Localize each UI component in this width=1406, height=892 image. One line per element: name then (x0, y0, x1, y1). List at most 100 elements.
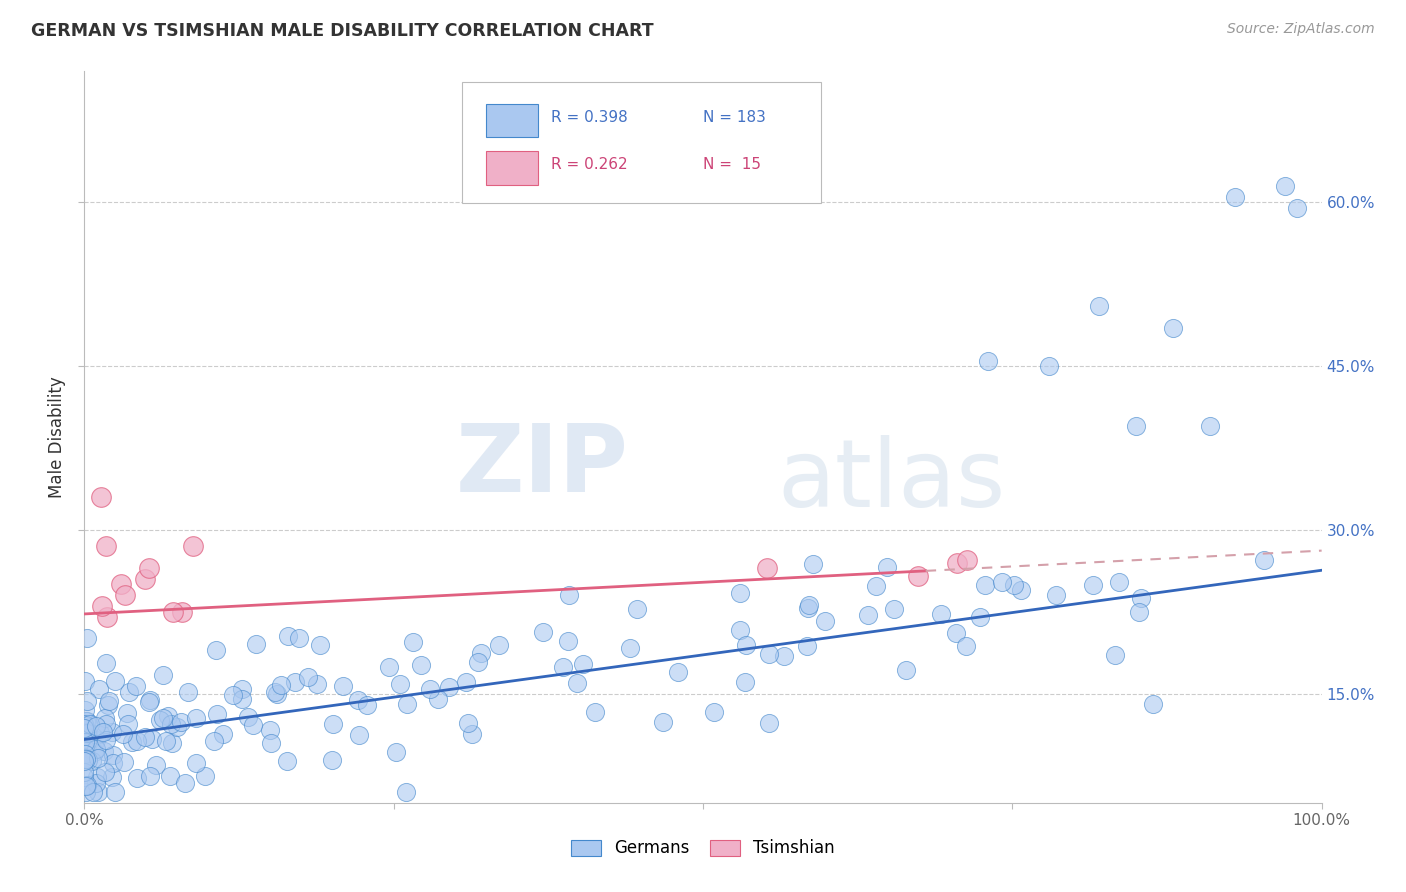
Point (174, 776, 197, 790)
Point (651, 715, 673, 730)
Text: atlas: atlas (778, 435, 1005, 527)
Point (101, 724, 124, 739)
Point (883, 601, 905, 615)
Point (814, 614, 837, 628)
Point (402, 634, 425, 648)
Point (73, 673, 96, 688)
Text: R = 0.262: R = 0.262 (551, 158, 627, 172)
Point (619, 641, 641, 656)
Point (114, 588, 136, 602)
Point (145, 758, 167, 772)
Point (90, 599, 112, 614)
Point (181, 539, 204, 553)
Point (231, 691, 253, 706)
Point (856, 608, 879, 623)
Point (557, 634, 579, 648)
Point (929, 607, 952, 621)
Point (90, 490, 112, 504)
Point (91, 724, 114, 739)
Point (734, 675, 756, 690)
Point (152, 711, 174, 725)
Point (184, 756, 207, 770)
Point (73, 770, 96, 784)
Point (76, 735, 98, 749)
Point (259, 723, 281, 737)
Point (259, 736, 281, 750)
Point (73, 703, 96, 717)
Point (84, 742, 107, 756)
Point (73, 765, 96, 780)
Point (127, 772, 149, 786)
Point (76, 631, 98, 645)
Point (1253, 553, 1275, 567)
Point (231, 681, 253, 696)
FancyBboxPatch shape (486, 103, 538, 137)
Point (531, 624, 554, 639)
Point (395, 785, 418, 799)
Point (121, 735, 143, 749)
Point (159, 769, 181, 783)
Point (626, 601, 648, 615)
Point (84, 719, 107, 733)
Point (488, 639, 510, 653)
Point (1045, 588, 1067, 602)
Point (82, 755, 104, 769)
Point (112, 756, 135, 770)
Point (73, 721, 96, 735)
Point (75, 779, 97, 793)
Point (75, 747, 97, 761)
Point (84, 733, 107, 747)
Point (388, 676, 411, 690)
Point (73, 750, 96, 764)
Point (956, 553, 979, 567)
Point (82, 785, 104, 799)
Point (976, 353, 998, 368)
Point (876, 560, 898, 574)
Point (76, 694, 98, 708)
Point (202, 734, 225, 748)
Point (347, 729, 370, 743)
Point (75, 752, 97, 766)
Point (94, 711, 117, 725)
Point (1274, 179, 1296, 194)
Point (801, 557, 824, 571)
Point (75, 785, 97, 799)
Point (94, 539, 117, 553)
Point (104, 673, 127, 688)
Point (93, 744, 115, 758)
Point (110, 577, 132, 591)
Point (703, 706, 725, 720)
Point (73, 718, 96, 732)
Point (76, 778, 98, 792)
Point (1285, 201, 1308, 215)
Point (297, 670, 319, 684)
Point (177, 685, 200, 699)
Point (1088, 299, 1111, 313)
Point (470, 646, 492, 660)
Point (89, 725, 111, 739)
Point (437, 681, 460, 695)
Point (409, 658, 432, 673)
Point (194, 769, 217, 783)
Point (277, 629, 299, 643)
Point (103, 756, 125, 771)
Point (222, 688, 245, 702)
Point (160, 716, 183, 731)
Point (395, 697, 418, 711)
Point (94, 717, 117, 731)
Text: R = 0.398: R = 0.398 (551, 110, 627, 125)
Point (205, 643, 228, 657)
Point (758, 716, 780, 731)
Point (139, 769, 162, 783)
Point (384, 745, 406, 759)
Point (97, 694, 120, 708)
Point (1104, 648, 1126, 662)
Text: N =  15: N = 15 (703, 158, 761, 172)
Point (773, 648, 796, 663)
Point (1002, 577, 1025, 591)
Point (990, 574, 1012, 589)
Point (266, 687, 288, 701)
Point (94, 657, 117, 671)
Point (969, 610, 991, 624)
Point (321, 753, 343, 767)
